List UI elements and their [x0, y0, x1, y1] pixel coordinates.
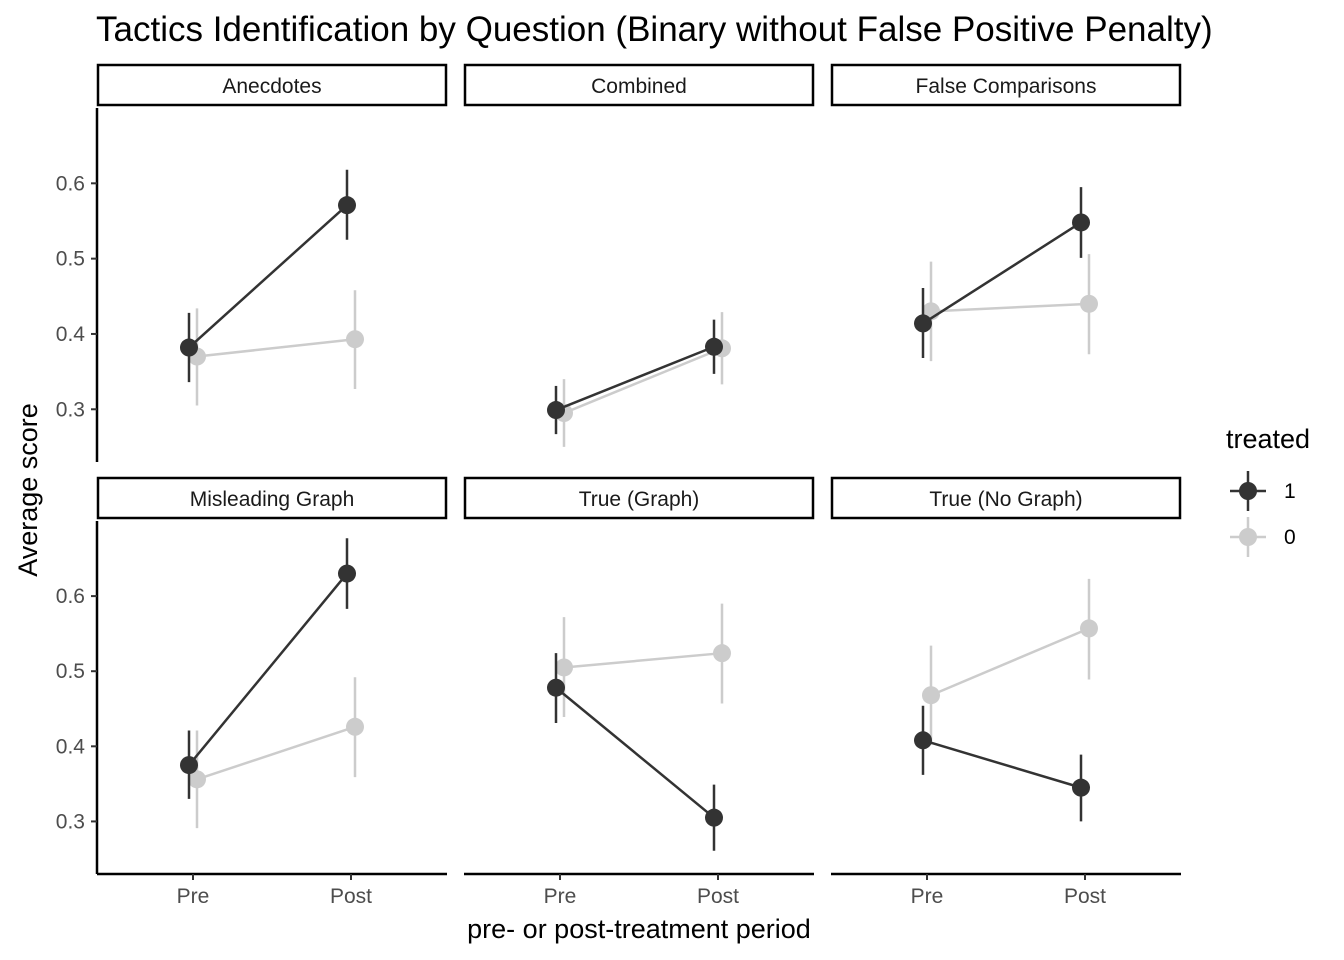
y-axis-title: Average score	[13, 403, 43, 577]
series-line	[930, 627, 1090, 697]
data-point	[914, 731, 932, 750]
legend: 10	[1230, 471, 1296, 557]
x-tick-label: Post	[697, 885, 739, 908]
facet-strip	[463, 63, 815, 107]
series-line	[563, 651, 723, 669]
series-line	[555, 345, 715, 412]
data-point	[338, 564, 356, 583]
facet-label: False Comparisons	[916, 75, 1097, 98]
data-point	[705, 337, 723, 356]
x-tick-label: Pre	[911, 885, 944, 908]
facet-panel: True (No Graph) Pre Post	[830, 476, 1182, 908]
data-point	[346, 717, 364, 736]
chart-title: Tactics Identification by Question (Bina…	[96, 10, 1213, 49]
x-tick-label: Post	[330, 885, 372, 908]
series-line	[555, 686, 715, 819]
series-line	[196, 725, 356, 781]
data-point	[555, 658, 573, 677]
data-point	[180, 756, 198, 775]
y-tick-label: 0.3	[56, 398, 85, 421]
facet-panel: Combined	[463, 63, 815, 447]
facet-strip	[96, 476, 448, 520]
facet-strip	[830, 476, 1182, 520]
facet-strip	[96, 63, 448, 107]
series-line	[930, 302, 1090, 313]
x-tick-label: Pre	[544, 885, 577, 908]
data-point	[914, 314, 932, 333]
x-axis-title: pre- or post-treatment period	[467, 914, 811, 944]
y-tick-label: 0.5	[56, 660, 85, 683]
facet-label: Misleading Graph	[190, 488, 355, 511]
y-tick-label: 0.5	[56, 248, 85, 271]
data-point	[180, 338, 198, 357]
data-point	[1080, 619, 1098, 638]
facet-panel: Misleading Graph 0.3 0.4 0.5 0.6 Pre Post	[56, 476, 448, 908]
facet-label: True (Graph)	[579, 488, 700, 511]
series-line	[922, 739, 1082, 789]
facet-panel: False Comparisons	[830, 63, 1182, 362]
data-point	[547, 401, 565, 420]
facet-label: True (No Graph)	[929, 488, 1082, 511]
facet-panels: Anecdotes 0.3 0.4 0.5 0.6 Combined False Compa…	[56, 63, 1182, 908]
legend-label: 0	[1284, 526, 1296, 549]
y-tick-label: 0.6	[56, 172, 85, 195]
series-line	[922, 221, 1082, 325]
data-point	[1072, 778, 1090, 797]
data-point	[713, 644, 731, 663]
x-tick-label: Pre	[177, 885, 210, 908]
series-line	[188, 204, 348, 349]
y-tick-label: 0.4	[56, 735, 86, 758]
y-tick-label: 0.3	[56, 810, 85, 833]
legend-title: treated	[1226, 424, 1310, 454]
legend-entry: 0	[1230, 517, 1296, 557]
data-point	[922, 686, 940, 705]
data-point	[1080, 294, 1098, 313]
series-line	[563, 347, 723, 415]
facet-strip	[830, 63, 1182, 107]
data-point	[1072, 213, 1090, 232]
legend-key-point	[1239, 482, 1257, 500]
facet-label: Combined	[591, 75, 687, 98]
legend-key-point	[1239, 528, 1257, 546]
facet-strip	[463, 476, 815, 520]
series-line	[188, 572, 348, 766]
legend-entry: 1	[1230, 471, 1296, 511]
data-point	[705, 808, 723, 827]
legend-label: 1	[1284, 480, 1296, 503]
facet-panel: Anecdotes 0.3 0.4 0.5 0.6	[56, 63, 448, 462]
y-tick-label: 0.6	[56, 585, 85, 608]
series-line	[196, 337, 356, 358]
data-point	[338, 196, 356, 215]
data-point	[547, 678, 565, 697]
facet-panel: True (Graph) Pre Post	[463, 476, 815, 908]
facet-label: Anecdotes	[222, 75, 321, 98]
y-tick-label: 0.4	[56, 323, 86, 346]
data-point	[346, 330, 364, 349]
x-tick-label: Post	[1064, 885, 1106, 908]
data-point	[188, 770, 206, 789]
